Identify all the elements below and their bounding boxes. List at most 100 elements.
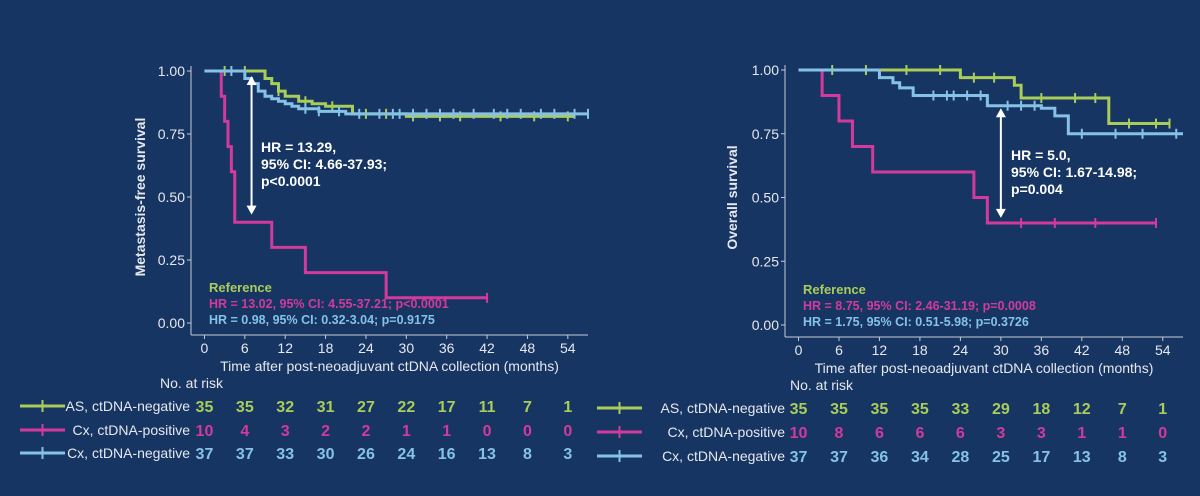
risk-value: 3 (1037, 425, 1046, 442)
hr-arrow-head-up (246, 76, 257, 86)
y-tick-label: 0.00 (158, 315, 185, 331)
x-tick-label: 42 (479, 340, 495, 356)
y-tick-label: 0.25 (752, 253, 779, 269)
x-tick-label: 36 (439, 340, 455, 356)
km-curve-green (204, 69, 575, 118)
risk-value: 3 (1158, 449, 1167, 466)
risk-row-label: Cx, ctDNA-positive (668, 424, 786, 440)
hr-text-line: p=0.004 (1011, 181, 1063, 197)
risk-value: 11 (479, 399, 496, 416)
x-tick-label: 30 (399, 340, 415, 356)
risk-value: 37 (790, 449, 808, 466)
risk-value: 27 (357, 399, 375, 416)
risk-value: 1 (1118, 425, 1127, 442)
y-axis-label: Metastasis-free survival (132, 118, 148, 277)
reference-line: HR = 1.75, 95% CI: 0.51-5.98; p=0.3726 (803, 315, 1029, 329)
risk-value: 22 (397, 399, 415, 416)
risk-value: 6 (915, 425, 924, 442)
risk-value: 0 (563, 423, 572, 440)
x-tick-label: 36 (1034, 342, 1050, 358)
risk-value: 8 (1118, 449, 1127, 466)
risk-value: 26 (357, 446, 375, 463)
risk-value: 37 (236, 446, 254, 463)
y-tick-label: 0.50 (752, 190, 779, 206)
y-tick-label: 0.25 (158, 252, 185, 268)
risk-value: 1 (563, 399, 572, 416)
risk-value: 7 (523, 399, 532, 416)
x-axis-label: Time after post-neoadjuvant ctDNA collec… (220, 358, 559, 374)
hr-text-line: 95% CI: 4.66-37.93; (261, 156, 387, 172)
risk-value: 2 (361, 423, 370, 440)
reference-title: Reference (803, 282, 866, 297)
risk-table-header: No. at risk (790, 377, 854, 393)
risk-value: 17 (438, 399, 456, 416)
risk-value: 36 (871, 449, 889, 466)
risk-value: 1 (1077, 425, 1086, 442)
risk-value: 0 (523, 423, 532, 440)
risk-value: 35 (871, 401, 889, 418)
risk-value: 10 (196, 423, 214, 440)
risk-value: 0 (483, 423, 492, 440)
risk-row-label: Cx, ctDNA-negative (67, 445, 190, 461)
hr-arrow-head-down (246, 205, 257, 215)
risk-value: 17 (1032, 449, 1050, 466)
risk-value: 35 (236, 399, 254, 416)
risk-row-label: AS, ctDNA-negative (661, 400, 786, 416)
y-tick-label: 1.00 (158, 63, 185, 79)
risk-value: 35 (830, 401, 848, 418)
x-tick-label: 12 (277, 340, 293, 356)
x-tick-label: 54 (1155, 342, 1171, 358)
risk-value: 8 (835, 425, 844, 442)
risk-value: 32 (276, 399, 294, 416)
risk-value: 35 (196, 399, 214, 416)
risk-row-label: Cx, ctDNA-positive (73, 422, 191, 438)
risk-value: 34 (911, 449, 929, 466)
km-chart-2: 0.000.250.500.751.000 6 12 18 24 30 36 42 48 54Ti… (597, 62, 1183, 466)
reference-line: HR = 0.98, 95% CI: 0.32-3.04; p=0.9175 (209, 313, 435, 327)
km-chart-1: 0.000.250.500.751.000 6 12 18 24 30 36 42 48 54Ti… (20, 63, 589, 463)
x-tick-label: 48 (1114, 342, 1130, 358)
x-axis-label: Time after post-neoadjuvant ctDNA collec… (815, 360, 1154, 376)
hr-arrow-head-down (995, 208, 1006, 218)
x-tick-label: 24 (953, 342, 969, 358)
risk-value: 12 (1073, 401, 1091, 418)
risk-value: 1 (442, 423, 451, 440)
risk-value: 6 (875, 425, 884, 442)
risk-value: 2 (321, 423, 330, 440)
risk-value: 33 (276, 446, 294, 463)
risk-value: 33 (951, 401, 969, 418)
risk-value: 0 (1158, 425, 1167, 442)
risk-value: 3 (996, 425, 1005, 442)
hr-arrow-head-up (995, 108, 1006, 118)
risk-value: 16 (438, 446, 456, 463)
y-tick-label: 0.50 (158, 189, 185, 205)
risk-value: 3 (281, 423, 290, 440)
risk-value: 37 (830, 449, 848, 466)
risk-value: 35 (790, 401, 808, 418)
x-tick-label: 12 (872, 342, 888, 358)
risk-value: 24 (397, 446, 415, 463)
risk-value: 35 (911, 401, 929, 418)
x-tick-label: 48 (520, 340, 536, 356)
x-tick-label: 18 (912, 342, 928, 358)
hr-text-line: HR = 13.29, (261, 139, 336, 155)
km-curve-magenta (204, 69, 488, 300)
x-tick-label: 18 (318, 340, 334, 356)
reference-line: HR = 8.75, 95% CI: 2.46-31.19; p=0.0008 (803, 299, 1036, 313)
risk-value: 4 (240, 423, 249, 440)
hr-text-line: 95% CI: 1.67-14.98; (1011, 164, 1137, 180)
risk-value: 6 (956, 425, 965, 442)
risk-value: 25 (992, 449, 1010, 466)
km-curve-blue (798, 68, 1183, 136)
y-tick-label: 1.00 (752, 62, 779, 78)
y-axis-label: Overall survival (724, 145, 740, 249)
x-tick-label: 54 (560, 340, 576, 356)
km-curve-blue (204, 69, 588, 116)
y-tick-label: 0.75 (158, 126, 185, 142)
risk-value: 31 (317, 399, 335, 416)
y-tick-label: 0.75 (752, 126, 779, 142)
x-tick-label: 6 (241, 340, 249, 356)
risk-value: 13 (1073, 449, 1091, 466)
